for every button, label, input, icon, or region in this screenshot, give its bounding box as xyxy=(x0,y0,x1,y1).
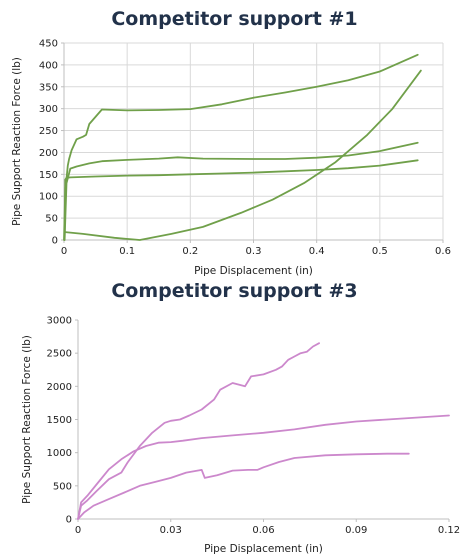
series-line-1 xyxy=(77,342,321,520)
chart-1-plot: 0 50 100 150 200 250 300 350 400 450 0 0.1 0.2 0.3 0.4… xyxy=(11,39,451,278)
x-axis-label: Pipe Displacement (in) xyxy=(204,543,323,555)
y-tick-label: 3000 xyxy=(47,316,72,327)
x-tick-label: 0 xyxy=(61,246,67,257)
y-axis-label: Pipe Support Reaction Force (lb) xyxy=(21,335,33,504)
chart-title-1: Competitor support #1 xyxy=(111,8,358,30)
series-line-4 xyxy=(64,69,422,241)
y-tick-label: 0 xyxy=(66,515,72,526)
series-line-3 xyxy=(77,452,410,520)
x-tick-label: 0.1 xyxy=(119,246,135,257)
series-line-2 xyxy=(63,141,419,241)
x-tick-label: 0 xyxy=(75,525,81,536)
y-tick-label: 0 xyxy=(52,236,58,247)
x-tick-label: 0.2 xyxy=(182,246,198,257)
series-line-2 xyxy=(77,414,450,520)
y-tick-label: 400 xyxy=(39,60,58,71)
y-axis-label: Pipe Support Reaction Force (lb) xyxy=(11,57,23,226)
chart-panel-2: Competitor support #3 0 500 1000 1500 2000 25… xyxy=(0,280,469,557)
x-tick-label: 0.5 xyxy=(372,246,388,257)
y-tick-label: 150 xyxy=(39,170,58,181)
y-tick-label: 1000 xyxy=(47,448,72,459)
y-tick-label: 50 xyxy=(45,214,58,225)
chart-panel-1: Competitor support #1 0 50 100 150 200 250 300… xyxy=(11,8,451,278)
y-tick-label: 200 xyxy=(39,148,58,159)
y-tick-label: 500 xyxy=(53,481,72,492)
x-tick-label: 0.6 xyxy=(435,246,451,257)
y-tick-label: 300 xyxy=(39,104,58,115)
x-axis-label: Pipe Displacement (in) xyxy=(194,265,313,277)
y-tick-label: 250 xyxy=(39,126,58,137)
y-tick-label: 2500 xyxy=(47,349,72,360)
y-tick-label: 2000 xyxy=(47,382,72,393)
y-tick-label: 450 xyxy=(39,39,58,50)
x-tick-label: 0.09 xyxy=(345,525,367,536)
x-tick-label: 0.06 xyxy=(252,525,274,536)
series-line-3 xyxy=(63,159,419,241)
chart-2-plot: 0 500 1000 1500 2000 2500 3000 0 0.03 0.06 0.09 0.1… xyxy=(21,316,460,556)
x-tick-label: 0.3 xyxy=(246,246,262,257)
series-line-1 xyxy=(63,53,419,241)
y-tick-label: 100 xyxy=(39,192,58,203)
chart-title-2: Competitor support #3 xyxy=(111,280,358,302)
x-tick-label: 0.4 xyxy=(309,246,325,257)
y-tick-label: 350 xyxy=(39,82,58,93)
y-tick-label: 1500 xyxy=(47,415,72,426)
x-tick-label: 0.03 xyxy=(160,525,182,536)
x-tick-label: 0.12 xyxy=(438,525,460,536)
